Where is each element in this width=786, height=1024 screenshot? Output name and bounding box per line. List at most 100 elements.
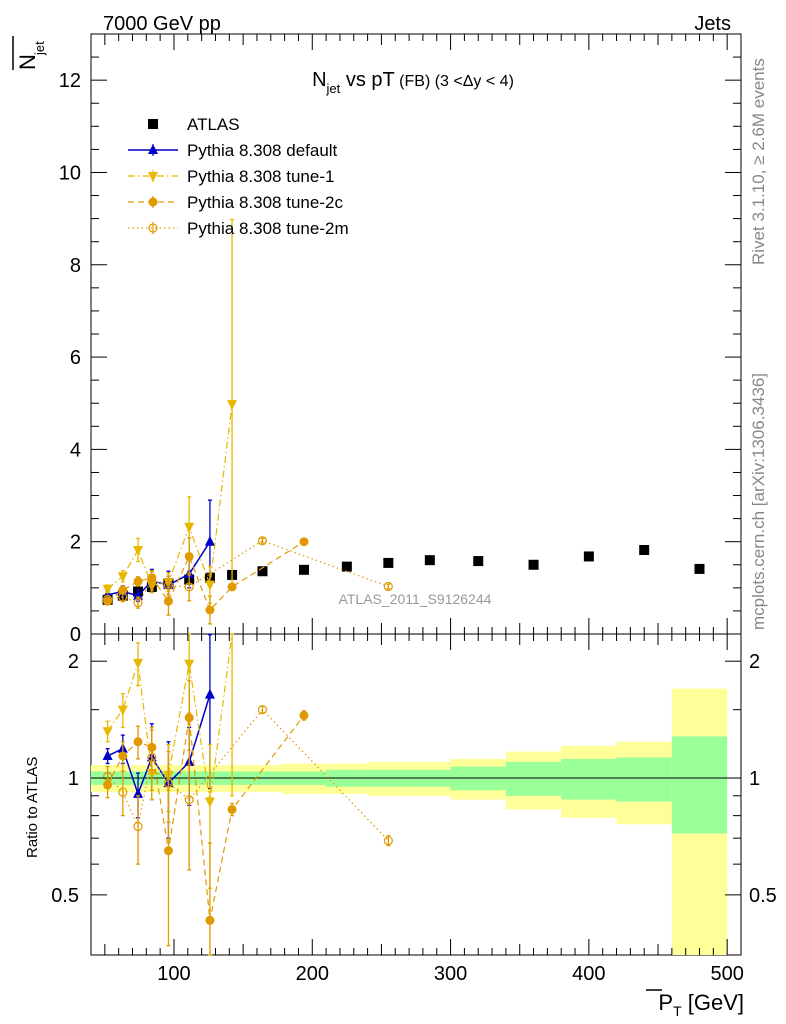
legend-marker [148, 144, 158, 154]
main-data-point [424, 555, 435, 566]
ratio-ylabel: Ratio to ATLAS [24, 757, 41, 858]
chart-title-rest: vs pT [340, 69, 394, 91]
main-data-point [204, 535, 215, 546]
ratio-data-point [383, 835, 393, 846]
main-data-point [583, 551, 594, 562]
legend-entry: ATLAS [148, 115, 240, 134]
legend-entry: Pythia 8.308 tune-1 [128, 167, 334, 186]
legend-label: Pythia 8.308 tune-1 [187, 167, 334, 186]
ratio-ylabel-text: Ratio to ATLAS [24, 757, 41, 858]
legend-label: Pythia 8.308 tune-2c [187, 193, 343, 212]
legend-marker [148, 172, 158, 182]
legend: ATLAS Pythia 8.308 default Pythia 8.308 tu… [128, 115, 349, 238]
main-data-point [147, 576, 157, 586]
main-series-line [107, 404, 233, 590]
xtick-label: 100 [157, 963, 190, 985]
main-data-point [204, 580, 215, 591]
ratio-panel-background [90, 633, 742, 956]
legend-label: Pythia 8.308 default [187, 141, 338, 160]
main-data-point [227, 582, 237, 592]
band-green [561, 758, 617, 800]
main-data-point [133, 576, 143, 586]
xtick-label: 300 [434, 963, 467, 985]
ratio-series-line [107, 633, 233, 802]
ratio-data-point [102, 749, 113, 760]
band-green [505, 761, 562, 796]
main-ytick-label: 4 [70, 439, 81, 461]
main-series-2 [102, 218, 238, 604]
ratio-ytick-label: 0.5 [51, 885, 79, 907]
ratio-data-point [184, 659, 195, 670]
mcplots-label: mcplots.cern.ch [arXiv:1306.3436] [749, 373, 768, 630]
main-data-point [102, 594, 113, 604]
main-data-point [117, 572, 128, 583]
ratio-data-point [117, 705, 128, 716]
ratio-data-point [204, 688, 215, 699]
chart-title: Njet vs pT (FB) (3 <Δy < 4) [312, 69, 514, 96]
main-data-point [299, 537, 309, 547]
main-data-point [257, 566, 268, 577]
main-data-point [163, 596, 173, 606]
ratio-data-point [184, 794, 194, 805]
main-data-point [133, 598, 143, 608]
main-data-point [184, 551, 194, 561]
chart-title-small: (FB) (3 <Δy < 4) [395, 73, 514, 90]
ratio-data-point [299, 710, 309, 720]
main-series-line [107, 540, 389, 604]
xlabel: PT [GeV] [658, 990, 744, 1019]
xlabel-unit: [GeV] [682, 990, 744, 1015]
ratio-data-point [118, 787, 128, 797]
legend-marker [148, 197, 158, 207]
ratio-ytick-label-right: 1 [749, 768, 760, 790]
ratio-series-3 [102, 705, 393, 871]
main-data-point [383, 581, 393, 592]
ratio-data-point [204, 797, 215, 808]
main-ytick-label: 2 [70, 532, 81, 554]
legend-label: ATLAS [187, 115, 240, 134]
main-data-point [341, 561, 352, 572]
ratio-data-point [133, 787, 144, 798]
band-green [671, 736, 728, 834]
ratio-frame [90, 633, 742, 956]
ratio-data-point [184, 713, 194, 723]
header-right: Jets [694, 13, 731, 35]
legend-marker [148, 223, 158, 233]
ratio-ytick-label-right: 0.5 [749, 885, 777, 907]
ratio-ytick-label: 2 [68, 651, 79, 673]
main-ylabel-main: N [15, 54, 40, 70]
main-data-point [298, 564, 309, 575]
xtick-label: 200 [296, 963, 329, 985]
main-ytick-label: 6 [70, 347, 81, 369]
main-ytick-label: 12 [59, 70, 81, 92]
main-data-point [473, 556, 484, 567]
ratio-data-point [102, 727, 113, 738]
chart-title-sub: jet [326, 81, 341, 96]
main-ytick-label: 0 [70, 624, 81, 646]
ratio-series-line [107, 708, 389, 841]
ratio-data-point [133, 821, 143, 832]
header-left: 7000 GeV pp [103, 13, 221, 35]
chart-title-main: N [312, 69, 326, 91]
ratio-series-0 [102, 634, 215, 839]
main-data-point [528, 559, 539, 570]
main-ylabel-sub: jet [32, 41, 47, 56]
xlabel-sub: T [673, 1003, 682, 1019]
main-ylabel: N jet [15, 41, 47, 70]
main-data-point [118, 592, 128, 602]
main-data-point [133, 589, 144, 600]
ratio-data-point [102, 771, 113, 781]
legend-label: Pythia 8.308 tune-2m [187, 219, 349, 238]
watermark: ATLAS_2011_S9126244 [339, 591, 492, 607]
ratio-data-point [147, 752, 157, 763]
main-ytick-label: 10 [59, 162, 81, 184]
ratio-data-point [205, 915, 215, 925]
ratio-data-point [133, 658, 144, 669]
main-data-point [205, 605, 215, 615]
ratio-ytick-label-right: 2 [749, 651, 760, 673]
mcplots-label-text: mcplots.cern.ch [arXiv:1306.3436] [749, 373, 768, 630]
ratio-ytick-label: 1 [68, 768, 79, 790]
main-series-4 [102, 536, 393, 609]
legend-entry: Pythia 8.308 tune-2c [128, 193, 343, 212]
